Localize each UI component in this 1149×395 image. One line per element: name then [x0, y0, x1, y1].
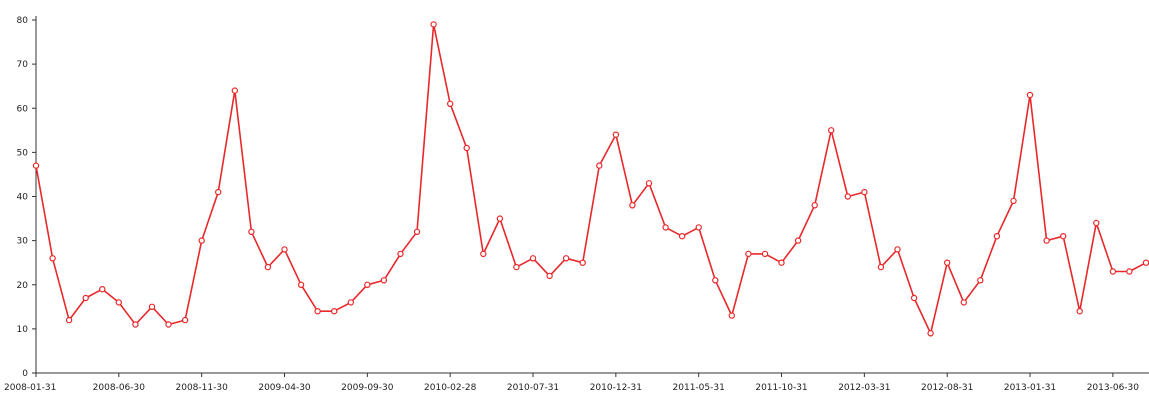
data-point: [347, 299, 354, 306]
data-point: [1059, 232, 1067, 240]
data-point: [1126, 268, 1133, 275]
x-tick-label: 2010-07-31: [507, 383, 559, 393]
data-point: [811, 202, 818, 209]
data-point: [1093, 219, 1100, 227]
data-point: [231, 87, 238, 94]
data-point: [745, 250, 752, 258]
data-point: [645, 180, 653, 187]
y-axis: 0 10 20 30 40 50 60 70 80: [17, 16, 37, 379]
data-point: [380, 277, 388, 284]
y-tick-label: 10: [17, 325, 29, 335]
x-tick-label: 2011-05-31: [673, 383, 725, 393]
data-point: [1010, 197, 1017, 205]
data-point: [132, 321, 139, 328]
data-point: [463, 144, 470, 152]
data-point: [181, 316, 189, 324]
y-tick-label: 50: [17, 148, 29, 158]
data-point: [1043, 237, 1050, 244]
x-tick-label: 2009-04-30: [258, 383, 311, 393]
data-point: [314, 308, 321, 315]
data-point: [1142, 259, 1149, 266]
data-point: [778, 259, 785, 266]
data-point: [297, 281, 305, 288]
y-tick-label: 40: [17, 193, 29, 203]
data-point: [82, 294, 89, 302]
data-point: [894, 246, 901, 253]
data-point: [612, 131, 620, 138]
y-tick-label: 70: [17, 60, 29, 70]
data-point: [264, 263, 272, 271]
data-point: [712, 277, 719, 284]
data-point: [910, 294, 918, 302]
data-point: [115, 299, 123, 306]
x-tick-label: 2008-11-30: [176, 383, 229, 393]
data-point: [1076, 308, 1083, 315]
y-tick-label: 30: [17, 237, 29, 247]
x-tick-label: 2013-06-30: [1087, 383, 1140, 393]
x-tick-label: 2012-03-31: [838, 383, 890, 393]
data-point: [281, 246, 288, 253]
data-point: [629, 202, 636, 209]
data-point: [364, 281, 371, 288]
data-point: [993, 232, 1001, 240]
x-tick-label: 2012-08-31: [921, 383, 973, 393]
series-line: [35, 23, 1147, 335]
series-line-group: [35, 23, 1147, 335]
y-tick-label: 0: [22, 369, 28, 379]
data-point: [1109, 268, 1117, 275]
data-point: [397, 250, 404, 258]
data-point: [861, 188, 868, 196]
data-point: [546, 272, 553, 280]
data-point: [794, 237, 802, 244]
x-tick-label: 2008-06-30: [93, 383, 146, 393]
y-tick-label: 60: [17, 104, 29, 114]
data-point: [248, 228, 255, 235]
data-point: [65, 316, 73, 324]
data-point: [579, 259, 586, 266]
data-point: [513, 263, 520, 271]
data-point: [331, 308, 338, 315]
series-points-group: [32, 21, 1149, 337]
data-point: [32, 162, 40, 169]
data-point: [99, 286, 106, 293]
y-tick-label: 80: [17, 16, 29, 26]
data-point: [662, 224, 669, 231]
data-point: [844, 193, 852, 200]
data-point: [678, 232, 686, 240]
data-point: [1026, 91, 1034, 99]
data-point: [695, 224, 702, 231]
data-point: [413, 228, 421, 235]
data-point: [977, 277, 984, 284]
x-tick-label: 2010-12-31: [590, 383, 642, 393]
data-point: [927, 330, 934, 337]
data-point: [148, 303, 156, 310]
x-axis: 2008-01-31 2008-06-30 2008-11-30 2009-04-30…: [4, 372, 1149, 393]
data-point: [728, 312, 736, 319]
data-point: [430, 21, 437, 28]
y-tick-label: 20: [17, 281, 29, 291]
data-point: [49, 255, 56, 262]
data-point: [496, 215, 504, 222]
data-point: [596, 162, 603, 169]
x-tick-label: 2013-01-31: [1004, 383, 1056, 393]
data-point: [562, 255, 570, 262]
data-point: [529, 255, 537, 262]
data-point: [960, 299, 968, 306]
data-point: [761, 250, 769, 258]
data-point: [214, 188, 222, 196]
data-point: [944, 259, 951, 266]
x-tick-label: 2008-01-31: [4, 383, 56, 393]
x-tick-label: 2009-09-30: [341, 383, 394, 393]
data-point: [877, 263, 885, 271]
data-point: [198, 237, 205, 244]
data-point: [447, 100, 454, 108]
data-point: [480, 250, 487, 258]
data-point: [828, 127, 835, 134]
x-tick-label: 2011-10-31: [755, 383, 807, 393]
data-point: [165, 321, 172, 328]
x-tick-label: 2010-02-28: [424, 383, 477, 393]
